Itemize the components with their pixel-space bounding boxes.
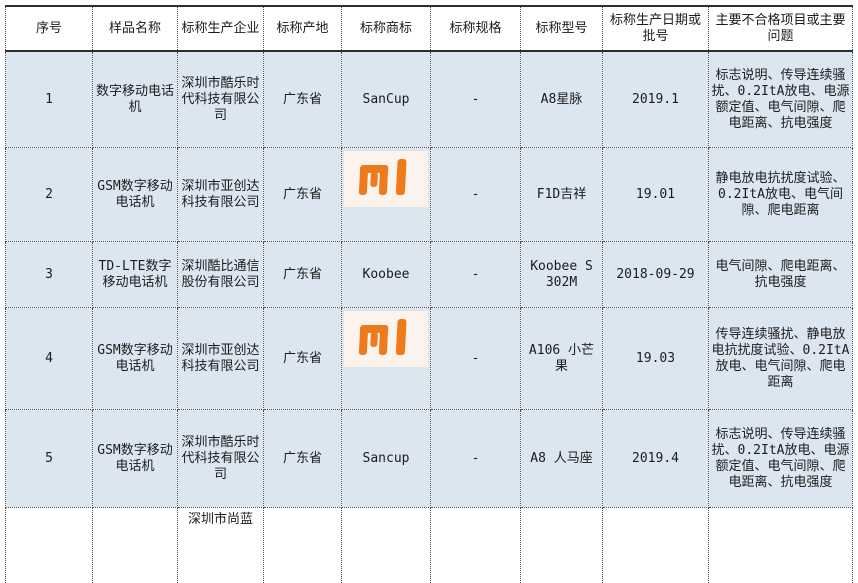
cell-brand: Sancup <box>342 410 431 508</box>
inspection-table-page: { "table": { "headers": [ "序号", "样品名称", … <box>0 0 858 510</box>
header-manufacturer: 标称生产企业 <box>178 6 264 51</box>
header-sample-name: 样品名称 <box>93 6 178 51</box>
cell-manufacturer: 深圳市亚创达科技有限公司 <box>178 148 264 242</box>
cell-no: 5 <box>6 410 93 508</box>
cell-spec <box>431 508 521 583</box>
cell-spec: - <box>431 148 521 242</box>
table-row: 1 数字移动电话机 深圳市酷乐时代科技有限公司 广东省 SanCup - A8星… <box>6 51 853 148</box>
cell-issues: 标志说明、传导连续骚扰、0.2ItA放电、电源额定值、电气间隙、爬电距离、抗电强… <box>709 410 853 508</box>
cell-issues: 标志说明、传导连续骚扰、0.2ItA放电、电源额定值、电气间隙、爬电距离、抗电强… <box>709 51 853 148</box>
cell-sample-name: GSM数字移动电话机 <box>93 308 178 410</box>
cell-spec: - <box>431 308 521 410</box>
cell-origin <box>264 508 342 583</box>
cell-date: 19.01 <box>603 148 709 242</box>
header-issues: 主要不合格项目或主要问题 <box>709 6 853 51</box>
table-row: 4 GSM数字移动电话机 深圳市亚创达科技有限公司 广东省 <box>6 308 853 410</box>
cell-issues <box>709 508 853 583</box>
cell-date: 2019.1 <box>603 51 709 148</box>
cell-origin: 广东省 <box>264 308 342 410</box>
cell-brand-logo <box>342 148 431 242</box>
cell-brand <box>342 508 431 583</box>
cell-model: A106 小芒果 <box>521 308 603 410</box>
cell-no: 1 <box>6 51 93 148</box>
cell-issues: 静电放电抗扰度试验、0.2ItA放电、电气间隙、爬电距离 <box>709 148 853 242</box>
cell-origin: 广东省 <box>264 51 342 148</box>
cell-date: 2018-09-29 <box>603 242 709 308</box>
cell-sample-name: 数字移动电话机 <box>93 51 178 148</box>
table-row-partial: 深圳市尚蓝 <box>6 508 853 583</box>
xiaomi-mi-logo <box>344 311 428 367</box>
cell-manufacturer: 深圳市酷乐时代科技有限公司 <box>178 410 264 508</box>
table-row: 2 GSM数字移动电话机 深圳市亚创达科技有限公司 广东省 <box>6 148 853 242</box>
cell-no: 3 <box>6 242 93 308</box>
table-row: 3 TD-LTE数字移动电话机 深圳酷比通信股份有限公司 广东省 Koobee … <box>6 242 853 308</box>
cell-spec: - <box>431 51 521 148</box>
cell-origin: 广东省 <box>264 242 342 308</box>
header-no: 序号 <box>6 6 93 51</box>
header-origin: 标称产地 <box>264 6 342 51</box>
cell-manufacturer: 深圳市尚蓝 <box>178 508 264 583</box>
cell-spec: - <box>431 242 521 308</box>
cell-model: Koobee S 302M <box>521 242 603 308</box>
header-row: 序号 样品名称 标称生产企业 标称产地 标称商标 标称规格 标称型号 标称生产日… <box>6 6 853 51</box>
xiaomi-mi-logo <box>344 151 428 207</box>
cell-model: A8星脉 <box>521 51 603 148</box>
cell-sample-name <box>93 508 178 583</box>
cell-no <box>6 508 93 583</box>
cell-spec: - <box>431 410 521 508</box>
cell-sample-name: GSM数字移动电话机 <box>93 410 178 508</box>
cell-no: 4 <box>6 308 93 410</box>
cell-model <box>521 508 603 583</box>
cell-model: F1D吉祥 <box>521 148 603 242</box>
header-model: 标称型号 <box>521 6 603 51</box>
cell-brand: SanCup <box>342 51 431 148</box>
cell-sample-name: GSM数字移动电话机 <box>93 148 178 242</box>
cell-manufacturer: 深圳市亚创达科技有限公司 <box>178 308 264 410</box>
cell-no: 2 <box>6 148 93 242</box>
cell-origin: 广东省 <box>264 148 342 242</box>
cell-issues: 传导连续骚扰、静电放电抗扰度试验、0.2ItA放电、电气间隙、爬电距离 <box>709 308 853 410</box>
cell-date: 19.03 <box>603 308 709 410</box>
header-spec: 标称规格 <box>431 6 521 51</box>
cell-sample-name: TD-LTE数字移动电话机 <box>93 242 178 308</box>
cell-date <box>603 508 709 583</box>
cell-brand: Koobee <box>342 242 431 308</box>
table-row: 5 GSM数字移动电话机 深圳市酷乐时代科技有限公司 广东省 Sancup - … <box>6 410 853 508</box>
cell-manufacturer: 深圳酷比通信股份有限公司 <box>178 242 264 308</box>
cell-brand-logo <box>342 308 431 410</box>
cell-issues: 电气间隙、爬电距离、抗电强度 <box>709 242 853 308</box>
cell-date: 2019.4 <box>603 410 709 508</box>
cell-origin: 广东省 <box>264 410 342 508</box>
cell-manufacturer: 深圳市酷乐时代科技有限公司 <box>178 51 264 148</box>
inspection-results-table: 序号 样品名称 标称生产企业 标称产地 标称商标 标称规格 标称型号 标称生产日… <box>5 5 853 583</box>
cell-model: A8 人马座 <box>521 410 603 508</box>
header-date-batch: 标称生产日期或批号 <box>603 6 709 51</box>
header-brand: 标称商标 <box>342 6 431 51</box>
